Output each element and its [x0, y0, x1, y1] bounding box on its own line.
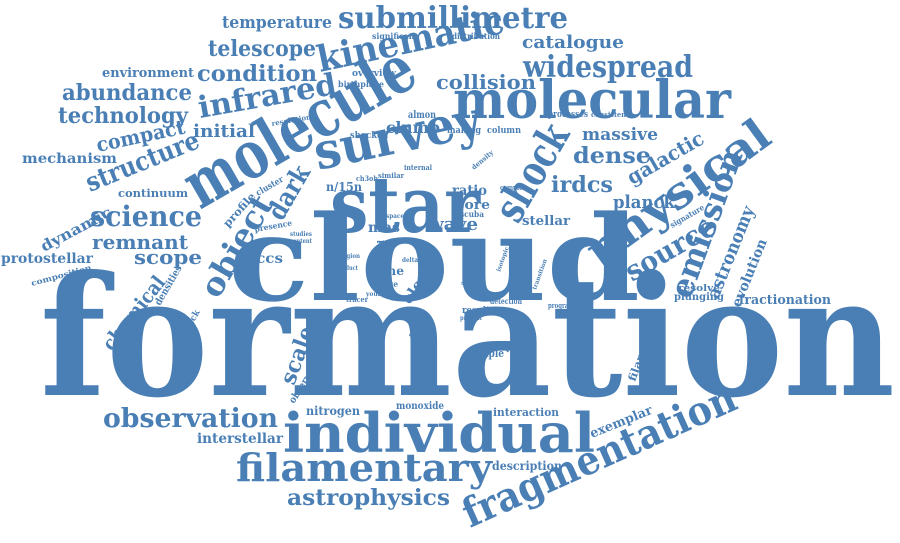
word-star: star: [330, 160, 481, 251]
word-nitrogen: nitrogen: [306, 404, 360, 418]
word-line: line: [378, 264, 404, 278]
word-scope: scope: [134, 245, 202, 269]
word-distribution: distribution: [452, 31, 500, 41]
word-molecular: molecular: [453, 70, 732, 131]
word-technology: technology: [58, 103, 189, 129]
word-wave: wave: [427, 214, 478, 235]
word-astrophysics: astrophysics: [287, 485, 450, 511]
word-widespread: widespread: [522, 50, 693, 85]
word-filamentary: filamentary: [236, 445, 493, 490]
word-monoxide: monoxide: [396, 401, 444, 412]
word-pgccs: pgccs: [235, 251, 283, 267]
word-content: content: [290, 238, 312, 245]
word-almon: almon: [408, 110, 437, 121]
word-telescope: telescope: [208, 36, 316, 62]
word-description: description: [492, 459, 562, 473]
word-planck: planck: [613, 192, 675, 213]
word-temperature: temperature: [222, 13, 332, 33]
word-region: region: [340, 253, 361, 260]
word-sample: sample: [468, 347, 504, 360]
word-dense: dense: [573, 143, 651, 169]
word-core: core: [456, 198, 490, 213]
word-stellar: stellar: [522, 214, 570, 229]
word-ch3oh: ch3oh: [356, 174, 378, 183]
word-abundance: abundance: [62, 80, 192, 106]
word-irdcs: irdcs: [551, 172, 613, 198]
word-space: space: [386, 213, 404, 220]
word-program: program: [548, 301, 574, 310]
word-resolve: resolve: [678, 284, 720, 294]
word-mas: mas: [368, 220, 400, 236]
word-column: column: [487, 126, 521, 136]
word-interstellar: interstellar: [197, 431, 284, 447]
word-present: present: [460, 315, 482, 322]
word-n15n: n/15n: [326, 180, 362, 194]
word-formation: formation: [40, 240, 895, 435]
word-protostellar: protostellar: [1, 251, 94, 267]
word-submillimetre: submillimetre: [338, 1, 568, 36]
word-plunging: plunging: [674, 292, 724, 303]
word-young: young: [365, 291, 387, 298]
word-observation: observation: [103, 404, 278, 434]
word-cloud: cloud: [228, 189, 640, 328]
word-studies: studies: [290, 231, 313, 238]
word-processes: processes: [548, 110, 588, 120]
word-interaction: interaction: [493, 406, 559, 419]
word-collision: collision: [436, 70, 536, 94]
word-remnant: remnant: [92, 230, 189, 254]
word-environment: environment: [102, 66, 194, 81]
word-significant: significant: [372, 31, 418, 41]
word-clump: clump: [386, 118, 440, 137]
word-making: making: [447, 126, 482, 136]
word-cold: cold: [377, 239, 387, 262]
word-scuba: scuba: [460, 209, 484, 219]
word-product: product: [336, 265, 358, 272]
word-result: result: [462, 306, 491, 316]
word-fractionation: fractionation: [739, 293, 832, 308]
word-mechanism: mechanism: [22, 151, 117, 167]
word-individual: individual: [283, 401, 595, 465]
word-birthplace: birthplace: [338, 79, 384, 89]
word-overview: overview: [352, 69, 396, 79]
word-science: science: [90, 200, 202, 233]
word-detection: detection: [490, 296, 522, 306]
word-delta: delta: [402, 257, 418, 264]
word-tracer: tracer: [346, 295, 368, 304]
word-complex: complex: [500, 183, 527, 192]
word-catalogue: catalogue: [522, 32, 624, 53]
word-massive: massive: [582, 125, 658, 145]
word-similar: similar: [378, 171, 404, 180]
word-consistent: consistent: [591, 110, 630, 119]
word-stage: stage: [376, 279, 398, 289]
word-shocked: shocked: [350, 131, 389, 141]
word-condition: condition: [197, 61, 317, 87]
word-internal: internal: [404, 163, 432, 172]
word-ratio: ratio: [452, 183, 487, 199]
word-initial: initial: [193, 121, 255, 142]
word-continuum: continuum: [118, 187, 188, 200]
